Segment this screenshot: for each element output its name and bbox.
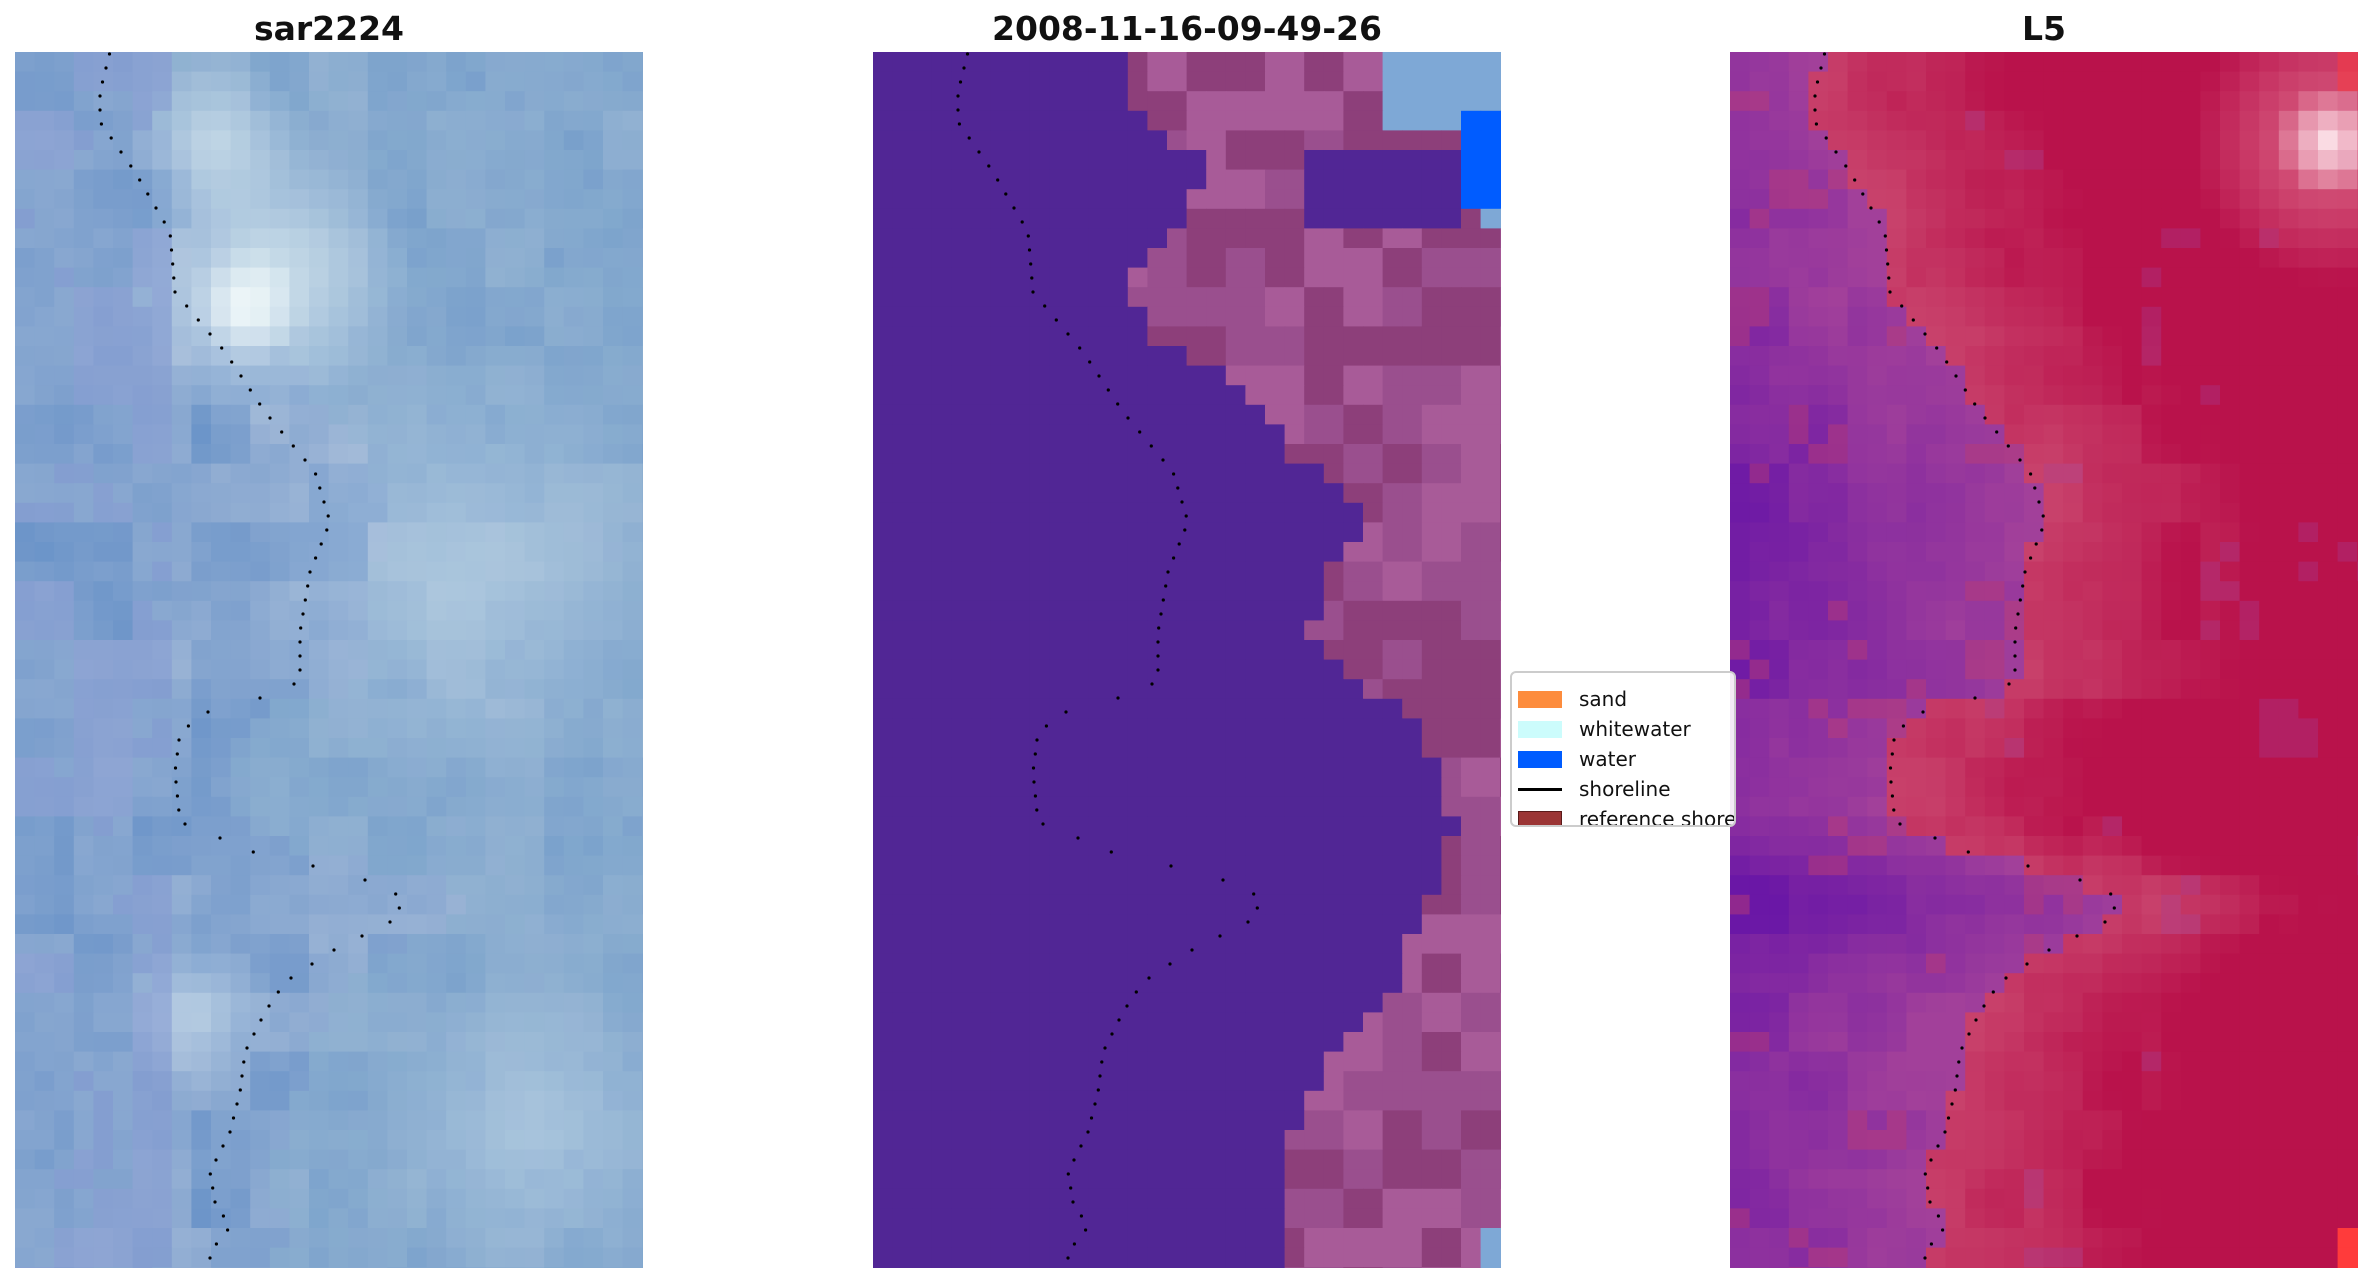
legend-item-water: water xyxy=(1518,745,1636,773)
classified-image xyxy=(873,52,1501,1268)
water-swatch xyxy=(1518,750,1562,768)
panel-title-l5: L5 xyxy=(2022,9,2066,48)
shoreline-dots xyxy=(956,52,1259,1260)
index-pixels xyxy=(1730,52,2358,1268)
panel-title-sar2224: sar2224 xyxy=(253,9,405,48)
legend-item-shoreline: shoreline xyxy=(1518,775,1671,803)
rgb-image-panel xyxy=(15,52,643,1268)
rgb-pixels xyxy=(15,52,643,1268)
shoreline-dots xyxy=(98,52,401,1260)
legend-item-sand: sand xyxy=(1518,685,1627,713)
index-image-panel xyxy=(1730,52,2358,1268)
legend-label-reference-shoreline: reference shoreline xyxy=(1579,807,1736,827)
legend-item-whitewater: whitewater xyxy=(1518,715,1691,743)
legend: sand whitewater water shoreline referenc… xyxy=(1510,671,1736,827)
shoreline-dots xyxy=(1813,52,2116,1260)
legend-item-reference-shoreline: reference shoreline xyxy=(1518,805,1736,827)
index-image xyxy=(1730,52,2358,1268)
legend-label-whitewater: whitewater xyxy=(1579,717,1691,741)
reference-shoreline-swatch xyxy=(1518,810,1562,825)
legend-label-sand: sand xyxy=(1579,687,1628,711)
panel-title-date: 2008-11-16-09-49-26 xyxy=(992,9,1382,48)
legend-label-water: water xyxy=(1579,747,1636,771)
rgb-image xyxy=(15,52,643,1268)
shoreline-line-swatch xyxy=(1518,787,1562,791)
whitewater-swatch xyxy=(1518,720,1562,738)
classified-image-panel xyxy=(873,52,1501,1268)
class-pixels xyxy=(873,52,1501,1268)
legend-label-shoreline: shoreline xyxy=(1579,777,1671,801)
sand-swatch xyxy=(1518,690,1562,708)
